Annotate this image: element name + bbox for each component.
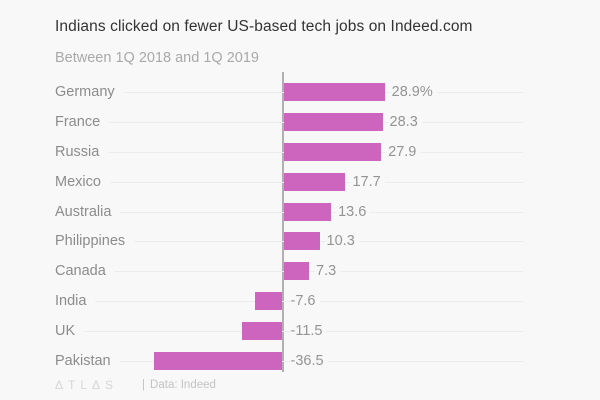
chart-row-france: France 28.3: [55, 107, 545, 137]
value-label-philippines: 10.3: [325, 233, 359, 250]
value-label-canada: 7.3: [315, 263, 341, 280]
row-gridline: [55, 331, 523, 333]
value-label-australia: 13.6: [337, 203, 371, 220]
row-gridline: [55, 361, 523, 363]
bar-france: [283, 112, 383, 131]
chart-title: Indians clicked on fewer US-based tech j…: [55, 18, 473, 35]
value-label-india: -7.6: [289, 293, 320, 310]
chart-row-russia: Russia 27.9: [55, 137, 545, 167]
category-label-philippines: Philippines: [55, 233, 135, 250]
category-label-france: France: [55, 113, 110, 130]
chart-row-philippines: Philippines 10.3: [55, 227, 545, 257]
bar-russia: [283, 142, 382, 161]
bar-australia: [283, 202, 332, 221]
value-label-france: 28.3: [388, 113, 422, 130]
chart-row-uk: UK -11.5: [55, 316, 545, 346]
category-label-germany: Germany: [55, 83, 124, 100]
category-label-canada: Canada: [55, 263, 115, 280]
chart-row-mexico: Mexico 17.7: [55, 167, 545, 197]
category-label-uk: UK: [55, 323, 85, 340]
chart-row-australia: Australia 13.6: [55, 197, 545, 227]
chart-row-india: India -7.6: [55, 286, 545, 316]
category-label-mexico: Mexico: [55, 173, 110, 190]
chart-footer: ΔTLΔS | Data: Indeed: [55, 377, 216, 393]
bar-pakistan: [154, 352, 282, 371]
value-label-mexico: 17.7: [351, 173, 385, 190]
chart-row-germany: Germany 28.9%: [55, 77, 545, 107]
zero-axis-line: [282, 72, 284, 372]
bar-mexico: [283, 172, 346, 191]
value-label-russia: 27.9: [387, 143, 421, 160]
plot-area: Germany 28.9% France 28.3 Russia 27.9 Mexico 17…: [55, 72, 545, 377]
chart-subtitle: Between 1Q 2018 and 1Q 2019: [55, 50, 259, 66]
data-source: | Data: Indeed: [142, 379, 216, 391]
value-label-uk: -11.5: [289, 323, 327, 340]
value-label-germany: 28.9%: [390, 83, 437, 100]
row-gridline: [55, 301, 523, 303]
bar-uk: [241, 322, 282, 341]
bar-india: [255, 292, 282, 311]
atlas-logo: ΔTLΔS: [55, 378, 119, 392]
category-label-russia: Russia: [55, 143, 109, 160]
bar-philippines: [283, 232, 320, 251]
category-label-australia: Australia: [55, 203, 121, 220]
chart-row-pakistan: Pakistan -36.5: [55, 346, 545, 376]
source-separator: |: [142, 379, 146, 391]
bar-germany: [283, 82, 385, 101]
bar-canada: [283, 262, 310, 281]
category-label-india: India: [55, 293, 96, 310]
category-label-pakistan: Pakistan: [55, 353, 120, 370]
chart-row-canada: Canada 7.3: [55, 256, 545, 286]
source-label: Data: Indeed: [150, 379, 216, 391]
value-label-pakistan: -36.5: [289, 353, 328, 370]
